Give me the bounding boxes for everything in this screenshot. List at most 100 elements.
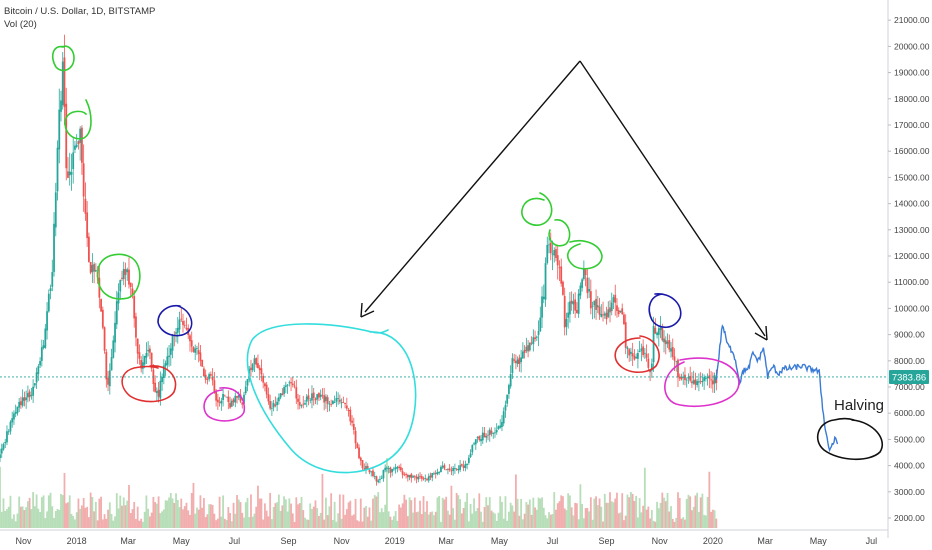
candle-body: [563, 296, 566, 328]
volume-bar: [520, 498, 523, 528]
volume-bar: [708, 471, 711, 528]
volume-bar: [661, 492, 664, 528]
candle-body: [504, 405, 507, 411]
candle-body: [87, 236, 90, 262]
volume-bar: [396, 520, 399, 528]
volume-bar: [565, 510, 568, 528]
candle-body: [375, 476, 378, 482]
candle-body: [438, 471, 441, 473]
candle-body: [121, 277, 123, 279]
volume-bar: [316, 508, 319, 528]
candle-body: [63, 57, 66, 107]
volume-bar: [574, 502, 577, 528]
candle-body: [20, 401, 22, 406]
candle-body: [542, 296, 545, 300]
time-tick-label: May: [491, 536, 509, 546]
volume-bar: [431, 511, 434, 528]
volume-bar: [239, 502, 242, 528]
candle-body: [689, 375, 692, 381]
volume-bar: [218, 496, 221, 528]
volume-bar: [403, 494, 406, 528]
volume-bar: [481, 521, 484, 528]
drawn-circle: [51, 45, 75, 72]
volume-bar: [53, 517, 55, 528]
volume-bar: [640, 512, 643, 528]
candle-body: [433, 473, 435, 475]
candle-body: [623, 314, 625, 325]
drawn-circle: [521, 192, 553, 226]
volume-bar: [79, 508, 82, 528]
volume-bar: [537, 497, 540, 528]
volume-bar: [518, 515, 521, 528]
candle-body: [33, 383, 36, 386]
candle-body: [298, 402, 301, 406]
volume-bar: [368, 507, 371, 528]
candle-body: [67, 171, 69, 178]
volume-bar: [319, 512, 322, 528]
price-tick-label: 15000.00: [894, 172, 930, 182]
candle-body: [325, 396, 327, 402]
volume-bar: [459, 499, 462, 528]
price-tick-label: 21000.00: [894, 15, 930, 25]
volume-bar: [417, 511, 420, 528]
candle-body: [236, 396, 238, 398]
volume-bar: [657, 508, 660, 528]
candle-body: [553, 250, 556, 256]
candle-body: [670, 348, 672, 352]
volume-bar: [685, 498, 688, 528]
candle-body: [387, 468, 390, 470]
candle-body: [685, 379, 688, 381]
candle-body: [666, 341, 669, 344]
candle-body: [440, 466, 442, 472]
volume-bar: [44, 518, 47, 528]
volume-bar: [504, 496, 507, 528]
candle-body: [473, 443, 475, 445]
volume-bar: [570, 507, 573, 528]
volume-indicator-label: Vol (20): [4, 19, 37, 30]
candle-body: [70, 172, 73, 175]
volume-bar: [208, 504, 211, 528]
volume-bar: [220, 516, 223, 528]
candle-body: [326, 397, 329, 404]
candle-body: [636, 353, 639, 359]
volume-bar: [558, 501, 561, 528]
volume-bar: [162, 509, 165, 528]
candle-body: [51, 272, 54, 287]
volume-bar: [183, 506, 186, 528]
candle-body: [241, 402, 244, 405]
volume-bar: [211, 505, 214, 528]
candle-body: [525, 346, 528, 351]
candle-body: [497, 426, 500, 430]
candle-body: [75, 144, 78, 147]
volume-bar: [359, 498, 362, 528]
volume-bar: [567, 493, 570, 528]
candle-body: [459, 465, 462, 470]
volume-bar: [13, 514, 15, 528]
candle-body: [265, 384, 268, 395]
volume-bar: [190, 493, 193, 528]
candle-body: [715, 376, 718, 384]
candle-body: [211, 376, 214, 381]
candle-body: [35, 372, 38, 383]
volume-bar: [483, 506, 486, 528]
candle-body: [551, 253, 554, 255]
volume-bar: [253, 513, 256, 528]
time-axis[interactable]: Nov 2018 Mar May Jul Sep Nov 2019 Mar May Jul Sep No…: [0, 529, 888, 546]
volume-bar: [84, 507, 87, 528]
volume-bar: [358, 521, 360, 528]
volume-bar: [399, 507, 402, 528]
volume-bar: [469, 503, 472, 528]
candle-body: [645, 353, 648, 358]
volume-bar: [72, 516, 75, 528]
candle-body: [61, 61, 64, 106]
candle-body: [122, 268, 125, 280]
candle-body: [678, 376, 681, 379]
volume-bar: [689, 496, 692, 528]
price-axis[interactable]: 2000.00 3000.00 4000.00 5000.00 6000.00 7000.…: [887, 0, 930, 538]
volume-bar: [523, 513, 526, 528]
volume-bar: [166, 500, 169, 528]
volume-bar: [305, 519, 308, 528]
candle-body: [643, 352, 646, 354]
candle-body: [368, 469, 371, 473]
